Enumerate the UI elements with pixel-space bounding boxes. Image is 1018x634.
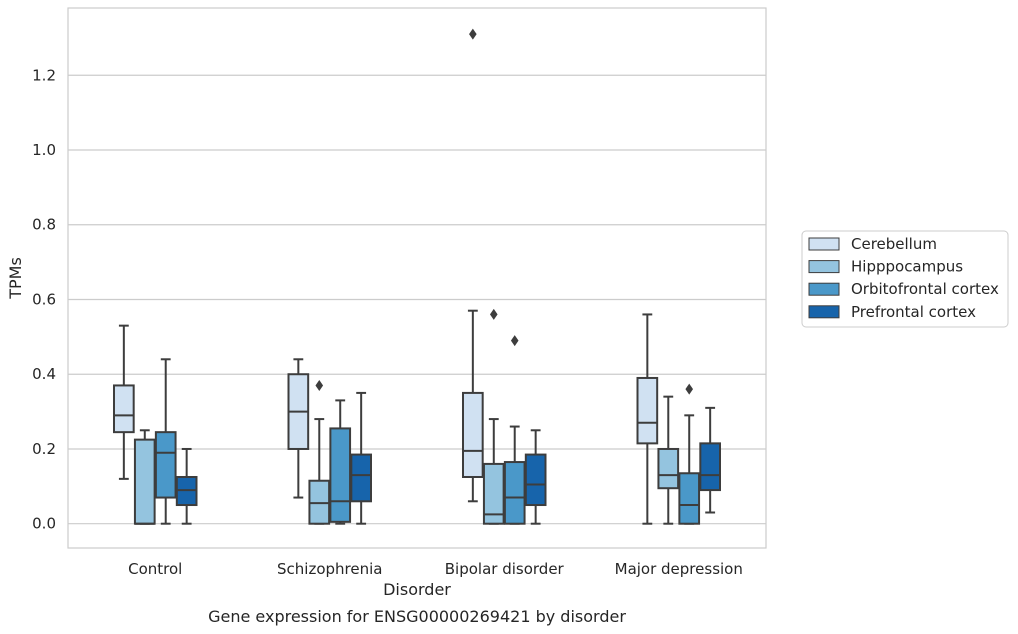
y-tick-label: 0.6 bbox=[32, 290, 56, 308]
box bbox=[524, 429, 547, 525]
x-tick-label: Major depression bbox=[615, 560, 743, 578]
box bbox=[636, 313, 659, 525]
box-body bbox=[524, 453, 547, 507]
y-tick-label: 1.2 bbox=[32, 66, 56, 84]
y-tick-label: 1.0 bbox=[32, 141, 56, 159]
box bbox=[678, 383, 701, 525]
outlier-point bbox=[469, 28, 477, 40]
legend: Cerebellum Hipppocampus Orbitofrontal cort… bbox=[801, 230, 1009, 328]
legend-swatch bbox=[808, 260, 840, 274]
box bbox=[503, 335, 526, 525]
x-tick-label: Schizophrenia bbox=[277, 560, 382, 578]
box-group bbox=[287, 358, 373, 525]
figure-caption: Gene expression for ENSG00000269421 by d… bbox=[208, 607, 626, 626]
box-body bbox=[133, 438, 156, 525]
box-body bbox=[112, 384, 135, 434]
box-body bbox=[350, 453, 373, 503]
outlier-point bbox=[489, 308, 498, 320]
legend-label: Orbitofrontal cortex bbox=[851, 280, 999, 298]
box-body bbox=[482, 462, 505, 525]
legend-swatch bbox=[808, 237, 840, 251]
outlier-point bbox=[685, 383, 694, 395]
y-tick-label: 0.4 bbox=[32, 365, 56, 383]
legend-swatch bbox=[808, 305, 840, 319]
box-body bbox=[636, 376, 659, 445]
box-group bbox=[636, 313, 722, 525]
box bbox=[461, 28, 484, 503]
box bbox=[329, 399, 352, 525]
box bbox=[699, 406, 722, 514]
box-body bbox=[329, 427, 352, 523]
plot-frame bbox=[67, 7, 767, 549]
x-tick-labels: Control Schizophrenia Bipolar disorder Majo… bbox=[128, 560, 743, 578]
box-body bbox=[154, 431, 177, 499]
y-tick-label: 0.8 bbox=[32, 216, 56, 234]
legend-label: Prefrontal cortex bbox=[851, 303, 976, 321]
box bbox=[350, 391, 373, 525]
box-body bbox=[503, 461, 526, 525]
box bbox=[287, 358, 310, 499]
box-groups bbox=[112, 28, 722, 525]
x-axis-label: Disorder bbox=[383, 580, 451, 599]
box bbox=[482, 308, 505, 525]
outlier-point bbox=[315, 379, 324, 391]
box bbox=[154, 358, 177, 525]
legend-label: Hipppocampus bbox=[851, 258, 963, 276]
box-body bbox=[657, 447, 680, 490]
box-body bbox=[461, 391, 484, 478]
y-tick-label: 0.2 bbox=[32, 440, 56, 458]
outlier-point bbox=[510, 335, 519, 347]
box bbox=[175, 447, 198, 525]
y-tick-label: 0.0 bbox=[32, 515, 56, 533]
box bbox=[112, 324, 135, 480]
legend-label: Cerebellum bbox=[851, 235, 937, 253]
legend-frame bbox=[801, 230, 1009, 328]
box-body bbox=[678, 472, 701, 525]
box-group bbox=[461, 28, 547, 525]
box bbox=[308, 379, 331, 525]
box-group bbox=[112, 324, 198, 525]
box-body bbox=[699, 442, 722, 492]
box bbox=[657, 395, 680, 525]
x-tick-label: Bipolar disorder bbox=[445, 560, 565, 578]
y-tick-labels: 0.0 0.2 0.4 0.6 0.8 1.0 1.2 bbox=[32, 66, 56, 532]
y-axis-label: TPMs bbox=[6, 257, 25, 300]
box bbox=[133, 429, 156, 525]
x-tick-label: Control bbox=[128, 560, 182, 578]
legend-swatch bbox=[808, 282, 840, 296]
